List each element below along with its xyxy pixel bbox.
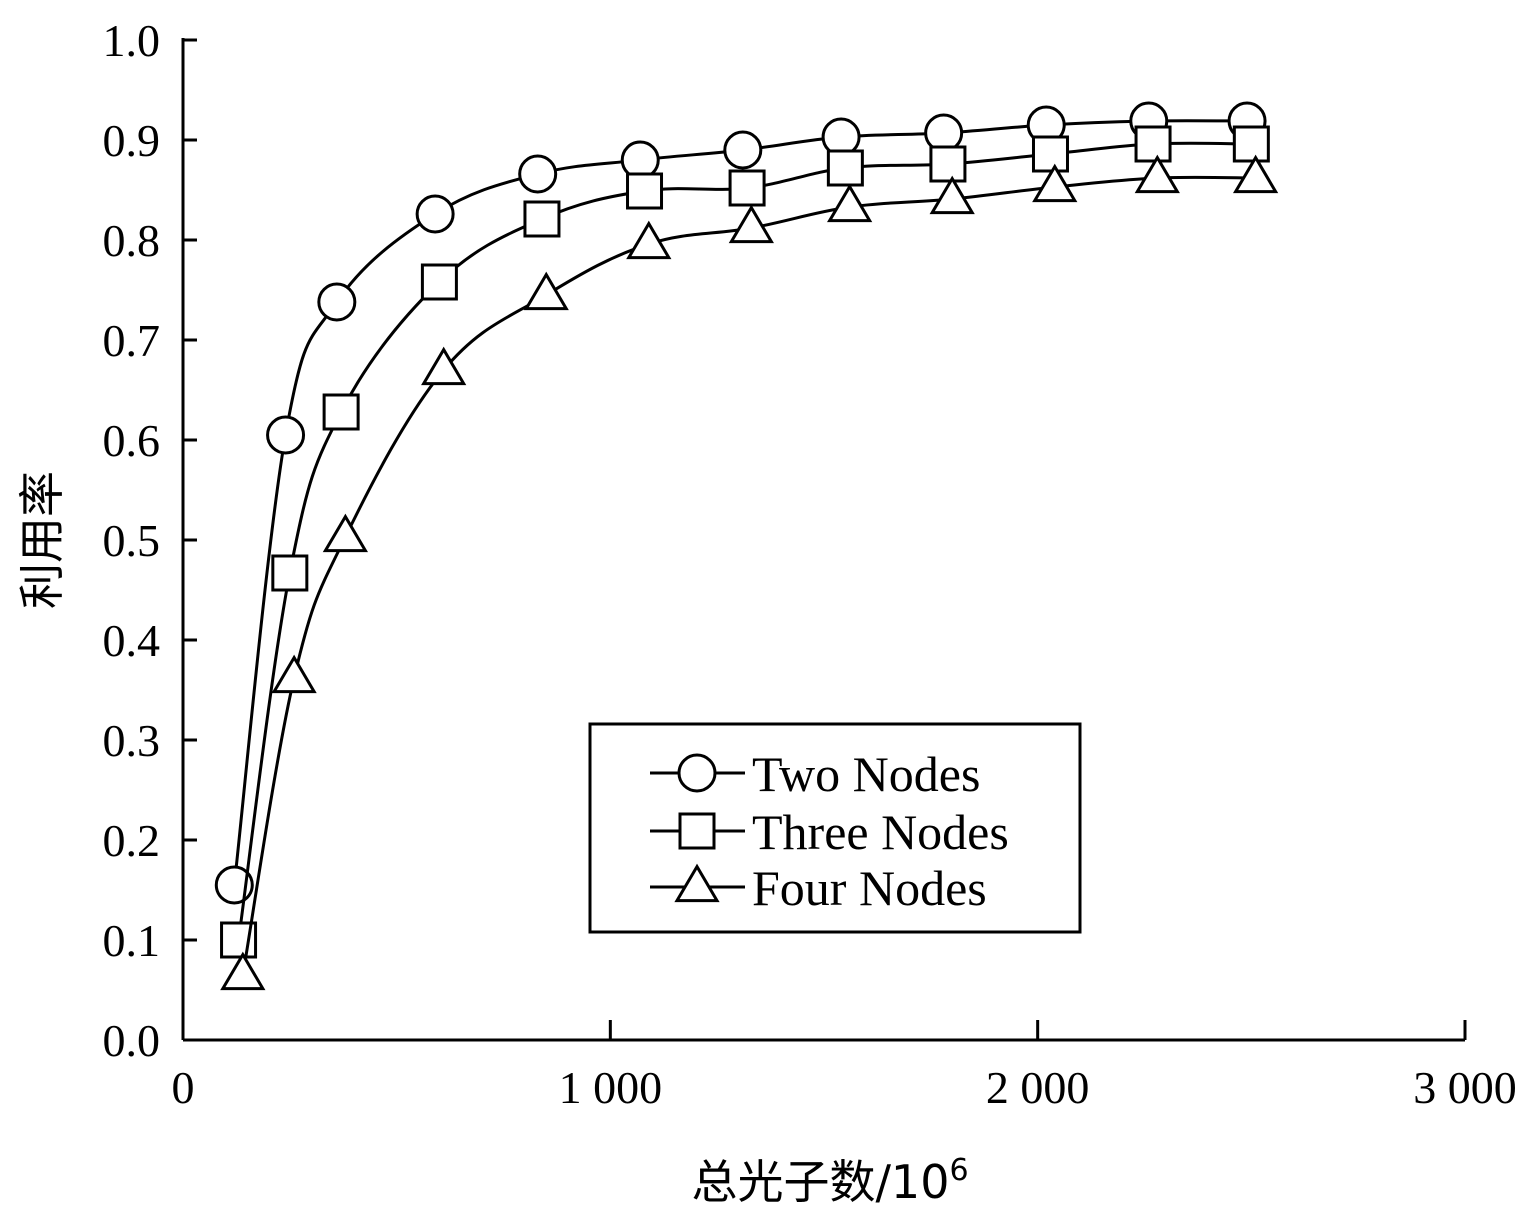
y-axis-label: 利用率	[15, 471, 69, 609]
series-three-nodes	[220, 125, 1270, 959]
data-point-three-nodes	[826, 149, 864, 187]
y-tick-label: 0.6	[103, 415, 161, 466]
data-point-three-nodes	[420, 263, 458, 301]
y-tick-label: 0.5	[103, 515, 161, 566]
y-tick-label: 0.1	[103, 915, 161, 966]
x-tick-label: 3 000	[1413, 1062, 1517, 1113]
data-point-two-nodes	[317, 282, 357, 322]
data-point-two-nodes	[415, 194, 455, 234]
legend-marker-four-nodes	[674, 863, 720, 903]
y-tick-label: 0.7	[103, 315, 161, 366]
y-tick-label: 0.8	[103, 215, 161, 266]
data-point-four-nodes	[1134, 154, 1180, 194]
data-point-two-nodes	[518, 154, 558, 194]
data-point-three-nodes	[929, 145, 967, 183]
legend-item-two-nodes: Two Nodes	[650, 746, 980, 802]
y-ticks: 0.0 0.1 0.2 0.3 0.4 0.5 0.6 0.7 0.8 0.9 1.0	[103, 15, 197, 1066]
data-point-four-nodes	[220, 951, 266, 991]
data-point-three-nodes	[523, 200, 561, 238]
y-tick-label: 0.0	[103, 1015, 161, 1066]
data-point-four-nodes	[728, 204, 774, 244]
data-point-three-nodes	[1134, 125, 1172, 163]
series-four-nodes	[220, 154, 1279, 991]
y-tick-label: 0.9	[103, 115, 161, 166]
data-point-four-nodes	[421, 346, 467, 386]
y-tick-label: 0.2	[103, 815, 161, 866]
x-ticks: 0 1 000 2 000 3 000	[172, 1020, 1517, 1113]
data-point-three-nodes	[271, 554, 309, 592]
data-point-three-nodes	[728, 169, 766, 207]
legend-box	[588, 722, 1082, 934]
data-point-four-nodes	[626, 220, 672, 260]
x-tick-label: 0	[172, 1062, 195, 1113]
y-tick-label: 0.3	[103, 715, 161, 766]
x-axis-label: 总光子数/106	[691, 1153, 968, 1209]
legend-item-four-nodes: Four Nodes	[650, 860, 987, 916]
data-point-four-nodes	[271, 654, 317, 694]
legend-marker-two-nodes	[677, 753, 717, 793]
data-point-three-nodes	[1232, 125, 1270, 163]
legend-label-four-nodes: Four Nodes	[752, 860, 987, 916]
legend-label-two-nodes: Two Nodes	[752, 746, 980, 802]
y-tick-label: 0.4	[103, 615, 161, 666]
y-tick-label: 1.0	[103, 15, 161, 66]
legend-marker-three-nodes	[678, 812, 716, 850]
data-point-three-nodes	[322, 393, 360, 431]
data-point-two-nodes	[723, 130, 763, 170]
legend-label-three-nodes: Three Nodes	[752, 804, 1009, 860]
x-tick-label: 2 000	[986, 1062, 1090, 1113]
series-layer	[214, 101, 1279, 991]
x-axis-label-main: 总光子数/10	[691, 1155, 949, 1209]
data-point-four-nodes	[1232, 154, 1279, 194]
data-point-two-nodes	[266, 415, 306, 455]
data-point-four-nodes	[523, 271, 569, 311]
data-point-four-nodes	[322, 513, 369, 553]
x-axis-label-superscript: 6	[949, 1153, 968, 1188]
data-point-three-nodes	[1031, 135, 1069, 173]
data-point-four-nodes	[1032, 163, 1078, 203]
data-point-four-nodes	[929, 175, 975, 215]
legend-item-three-nodes: Three Nodes	[650, 804, 1009, 860]
data-point-four-nodes	[827, 183, 873, 223]
data-point-three-nodes	[626, 172, 664, 210]
x-tick-label: 1 000	[559, 1062, 663, 1113]
